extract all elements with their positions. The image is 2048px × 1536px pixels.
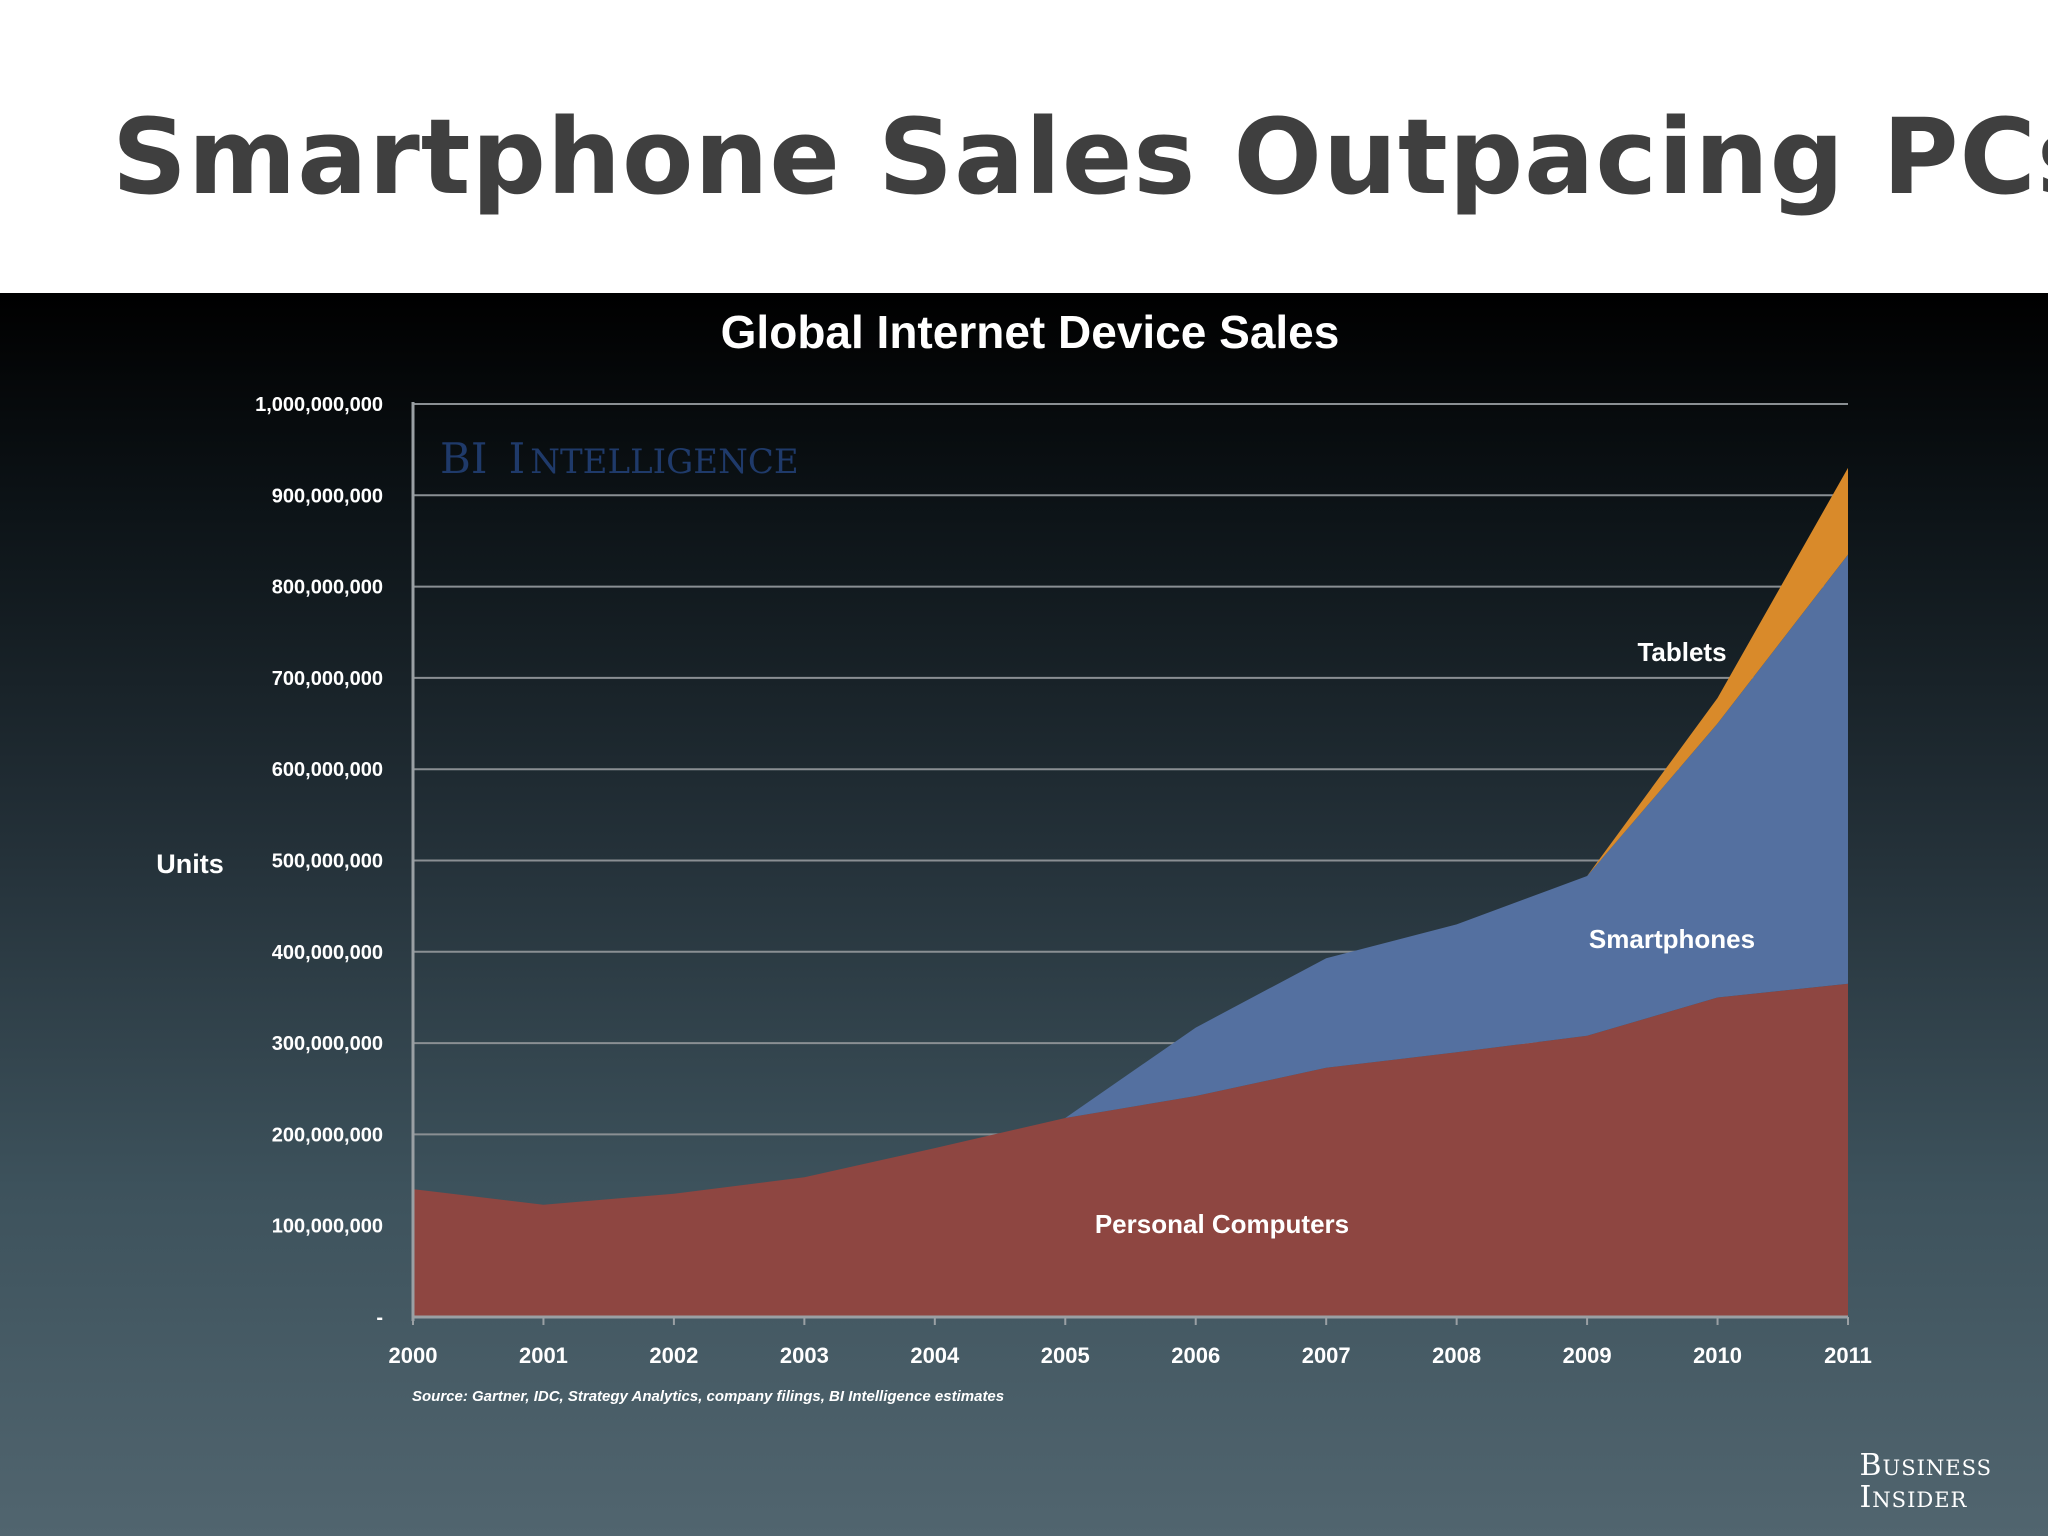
brand-line-1: Business <box>1859 1448 1992 1483</box>
y-tick-label: 900,000,000 <box>272 485 383 507</box>
y-tick-label: 500,000,000 <box>272 851 383 873</box>
x-tick-label: 2003 <box>780 1343 829 1368</box>
y-tick-label: 100,000,000 <box>272 1216 383 1238</box>
series-areas <box>413 467 1848 1317</box>
business-insider-logo: Business Insider <box>1859 1450 1992 1514</box>
x-tick-label: 2001 <box>519 1343 568 1368</box>
source-note: Source: Gartner, IDC, Strategy Analytics… <box>412 1388 1004 1405</box>
svg-text:BI I NTELLIGEN: BI I NTELLIGENCE <box>440 434 799 483</box>
area-personal-computers <box>413 983 1848 1317</box>
y-tick-label: 300,000,000 <box>272 1033 383 1055</box>
x-tick-label: 2007 <box>1302 1343 1351 1368</box>
chart-panel: Global Internet Device Sales BI I NTELLI… <box>0 293 2048 1536</box>
x-tick-label: 2006 <box>1171 1343 1220 1368</box>
x-tick-label: 2004 <box>910 1343 960 1368</box>
watermark-bi: BI <box>440 434 487 483</box>
y-axis-label: Units <box>156 849 224 879</box>
x-tick-label: 2009 <box>1563 1343 1612 1368</box>
watermark-initial: I <box>509 434 526 483</box>
series-label: Smartphones <box>1589 924 1755 954</box>
x-tick-label: 2005 <box>1041 1343 1090 1368</box>
x-tick-labels: 2000 2001 2002 2003 2004 2005 2006 2007 2008 2009… <box>389 1343 1872 1368</box>
series-labels: Personal Computers Smartphones Tablets <box>1095 637 1755 1239</box>
y-tick-label: 1,000,000,000 <box>255 394 383 416</box>
x-tick-label: 2011 <box>1824 1343 1872 1368</box>
grid-lines <box>413 403 1848 1227</box>
series-label: Tablets <box>1637 637 1726 667</box>
y-tick-label: - <box>376 1307 383 1329</box>
watermark-rest: NTELLIGENCE <box>530 442 798 482</box>
y-tick-label: 600,000,000 <box>272 759 383 781</box>
x-tick-label: 2010 <box>1693 1343 1742 1368</box>
series-label: Personal Computers <box>1095 1209 1349 1239</box>
x-tick-label: 2000 <box>389 1343 438 1368</box>
y-tick-label: 800,000,000 <box>272 577 383 599</box>
area-smartphones <box>413 554 1848 1205</box>
brand-line-2: Insider <box>1859 1480 1968 1515</box>
y-tick-label: 200,000,000 <box>272 1124 383 1146</box>
y-tick-label: 400,000,000 <box>272 942 383 964</box>
slide-title: Smartphone Sales Outpacing PCs <box>112 96 2048 218</box>
area-chart: Global Internet Device Sales BI I NTELLI… <box>156 306 1872 1405</box>
y-tick-label: 700,000,000 <box>272 668 383 690</box>
x-tick-label: 2008 <box>1432 1343 1481 1368</box>
bi-intelligence-watermark: BI I NTELLIGENCE <box>440 434 799 483</box>
chart-title: Global Internet Device Sales <box>721 306 1340 358</box>
x-tick-label: 2002 <box>649 1343 698 1368</box>
y-tick-labels: - 100,000,000 200,000,000 300,000,000 400,00… <box>255 394 383 1329</box>
axes <box>411 402 1849 1325</box>
